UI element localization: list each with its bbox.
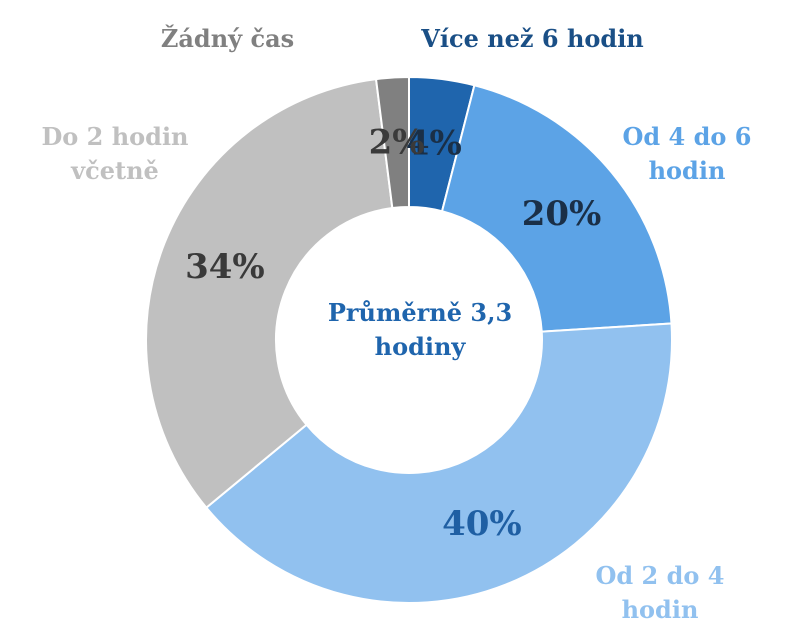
slice-4-to-6-hours — [440, 84, 673, 333]
value-label-no-time: 2% — [369, 122, 425, 162]
value-label-up-to-2-hours: 34% — [185, 247, 265, 287]
value-label-2-to-4-hours: 40% — [442, 504, 522, 544]
category-label-up-to-2-hours: Do 2 hodin včetně — [41, 122, 189, 185]
category-label-more-than-6-hours: Více než 6 hodin — [421, 24, 644, 53]
value-label-4-to-6-hours: 20% — [522, 194, 602, 234]
center-label-average: Průměrně 3,3 hodiny — [327, 298, 513, 361]
value-label-more-than-6-hours: 4% — [406, 124, 462, 164]
category-label-no-time: Žádný čas — [160, 24, 295, 53]
slice-no-time — [374, 75, 410, 210]
category-label-2-to-4-hours: Od 2 do 4 hodin — [595, 561, 725, 624]
value-labels: 4% 20% 40% 34% 2% — [185, 122, 601, 544]
category-label-4-to-6-hours: Od 4 do 6 hodin — [622, 122, 752, 185]
slice-up-to-2-hours — [145, 77, 394, 510]
slice-2-to-4-hours — [204, 322, 673, 604]
donut-slices — [145, 75, 673, 604]
